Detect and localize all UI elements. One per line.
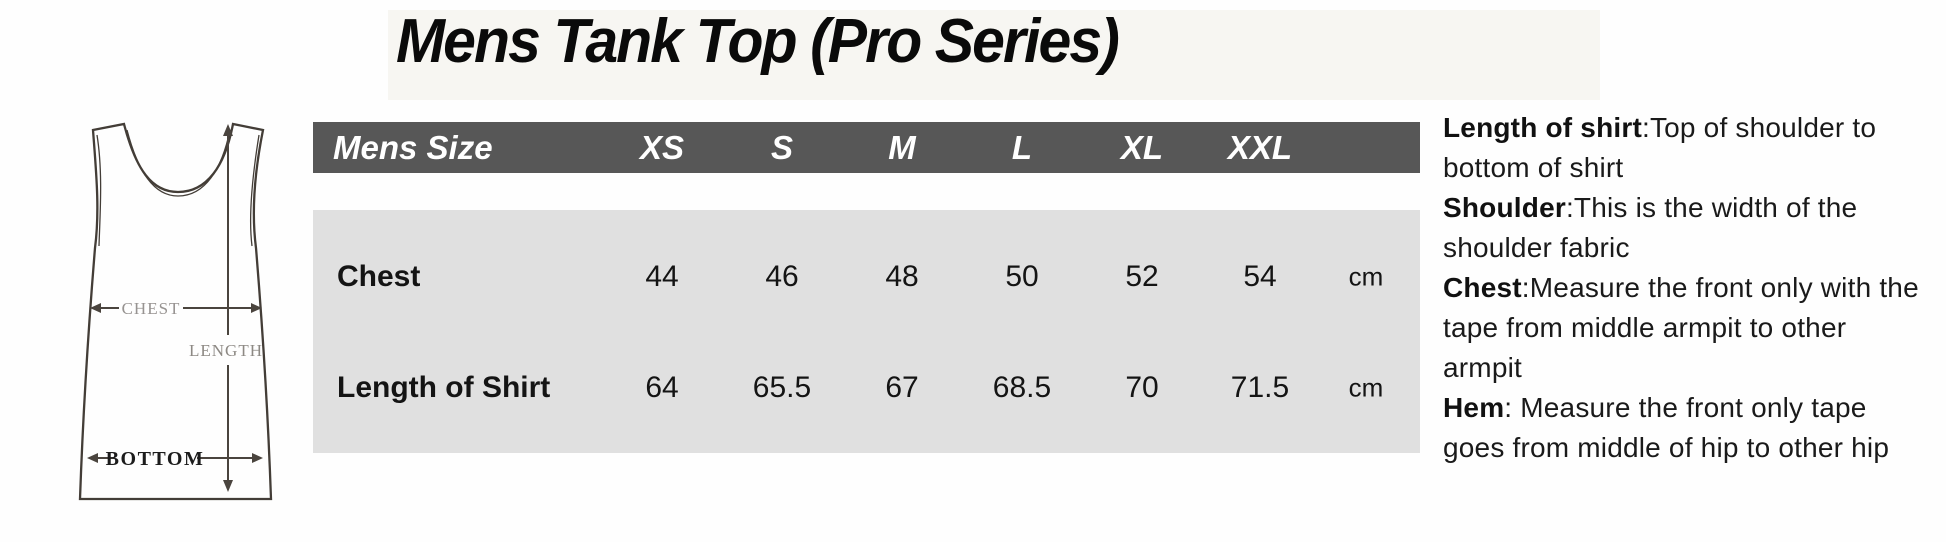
length-xxl: 71.5 [1230, 371, 1290, 404]
guide-desc: :This is the width of the shoulder fabri… [1443, 192, 1858, 263]
tank-top-outline [78, 122, 273, 501]
guide-desc: : Measure the front only tape goes from … [1443, 392, 1890, 463]
size-col-xl: XL [1120, 128, 1164, 166]
row-label: Length of Shirt [337, 371, 551, 404]
page-title: Mens Tank Top (Pro Series) [396, 7, 1120, 76]
guide-item-chest: Chest:Measure the front only with the ta… [1443, 268, 1931, 388]
guide-term: Chest [1443, 272, 1522, 303]
guide-term: Hem [1443, 392, 1505, 423]
length-arrow [223, 124, 233, 492]
bottom-arrow [87, 453, 263, 463]
neckline-stitch [126, 129, 231, 197]
tank-top-diagram: CHEST LENGTH BOTTOM [78, 122, 273, 501]
unit-label: cm [1348, 372, 1384, 403]
size-table-title: Mens Size [333, 128, 493, 166]
size-col-xs: XS [639, 128, 685, 166]
bottom-measure-label: BOTTOM [106, 448, 205, 470]
size-table-body: Chest 44 46 48 50 52 54 cm Length of Shi… [313, 210, 1420, 453]
size-table-header: Mens Size XS S M L XL XXL [313, 122, 1420, 173]
size-col-xxl: XXL [1227, 128, 1293, 166]
size-col-m: M [888, 128, 916, 166]
chest-measure-label: CHEST [122, 299, 181, 318]
chest-m: 48 [885, 260, 919, 293]
chest-xl: 52 [1125, 260, 1159, 293]
length-s: 65.5 [752, 371, 812, 404]
right-armhole-stitch [249, 134, 260, 247]
unit-label: cm [1348, 261, 1384, 292]
length-l: 68.5 [992, 371, 1052, 404]
length-measure-label: LENGTH [189, 341, 263, 360]
chest-xxl: 54 [1243, 260, 1277, 293]
row-label: Chest [337, 260, 421, 293]
guide-item-hem: Hem: Measure the front only tape goes fr… [1443, 388, 1931, 468]
size-col-l: L [1011, 128, 1033, 166]
guide-term: Shoulder [1443, 192, 1566, 223]
chest-l: 50 [1005, 260, 1039, 293]
chest-xs: 44 [645, 260, 679, 293]
length-xl: 70 [1125, 371, 1159, 404]
length-xs: 64 [645, 371, 679, 404]
chest-arrow [90, 303, 262, 313]
chest-s: 46 [765, 260, 799, 293]
title-background-band [388, 10, 1600, 100]
measurement-guide: Length of shirt:Top of shoulder to botto… [1443, 108, 1931, 468]
guide-item-length: Length of shirt:Top of shoulder to botto… [1443, 108, 1931, 188]
length-m: 67 [885, 371, 919, 404]
guide-item-shoulder: Shoulder:This is the width of the should… [1443, 188, 1931, 268]
left-armhole-stitch [96, 134, 102, 247]
guide-desc: :Measure the front only with the tape fr… [1443, 272, 1919, 383]
guide-desc: :Top of shoulder to bottom of shirt [1443, 112, 1877, 183]
guide-term: Length of shirt [1443, 112, 1642, 143]
size-col-s: S [770, 128, 794, 166]
